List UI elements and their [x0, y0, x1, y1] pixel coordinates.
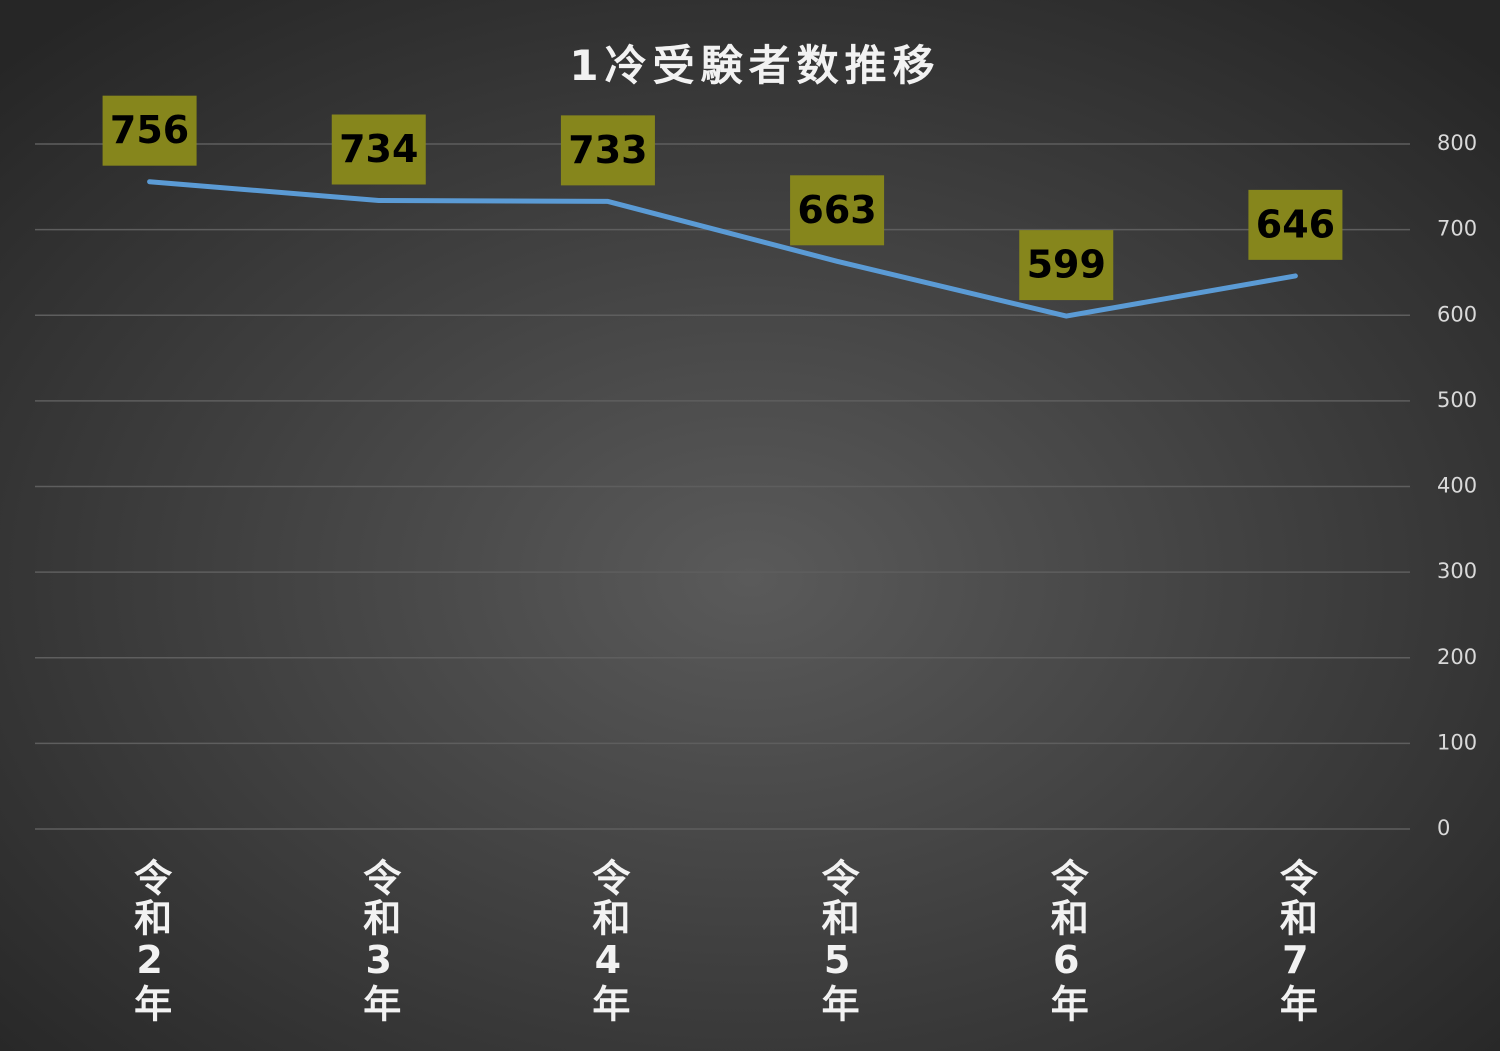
data-label: 756 [110, 108, 189, 152]
data-label-box [560, 115, 655, 186]
y-tick-label: 500 [1437, 388, 1477, 412]
y-tick-label: 600 [1437, 302, 1477, 326]
x-tick-label: 令和7年 [1273, 858, 1317, 1024]
data-label: 663 [797, 188, 876, 232]
data-label: 599 [1027, 243, 1106, 287]
y-tick-label: 200 [1437, 645, 1477, 669]
data-label-box [1248, 189, 1343, 260]
y-tick-label: 400 [1437, 474, 1477, 498]
data-label: 733 [568, 128, 647, 172]
data-line [147, 179, 1298, 319]
chart-title: 1冷受験者数推移 [569, 41, 940, 90]
x-tick-label: 令和5年 [815, 858, 859, 1024]
data-label-box [102, 95, 197, 166]
data-label: 734 [339, 127, 418, 171]
x-tick-label: 令和6年 [1044, 858, 1088, 1024]
data-label-box [790, 175, 885, 246]
y-tick-label: 700 [1437, 217, 1477, 241]
x-tick-label: 令和2年 [128, 858, 172, 1024]
data-label: 646 [1256, 202, 1335, 246]
y-tick-label: 100 [1437, 730, 1477, 754]
x-tick-label: 令和4年 [586, 858, 630, 1024]
y-tick-label: 0 [1437, 816, 1450, 840]
x-tick-label: 令和3年 [357, 858, 401, 1024]
data-label-box [331, 114, 426, 185]
data-label-box [1019, 230, 1114, 301]
y-tick-label: 800 [1437, 131, 1477, 155]
y-tick-label: 300 [1437, 559, 1477, 583]
